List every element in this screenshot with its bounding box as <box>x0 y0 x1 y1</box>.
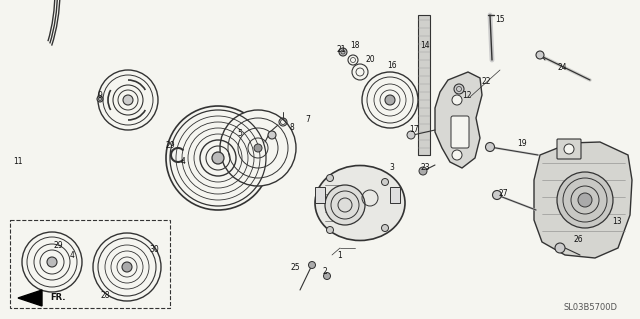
Circle shape <box>352 64 368 80</box>
Text: 3: 3 <box>390 164 394 173</box>
Bar <box>315 187 325 203</box>
Circle shape <box>323 272 330 279</box>
Circle shape <box>536 51 544 59</box>
Circle shape <box>362 72 418 128</box>
Circle shape <box>486 143 495 152</box>
Text: SL03B5700D: SL03B5700D <box>563 303 617 313</box>
Polygon shape <box>18 290 42 306</box>
Text: 22: 22 <box>481 78 491 86</box>
Ellipse shape <box>315 166 405 241</box>
Circle shape <box>325 185 365 225</box>
Text: 29: 29 <box>165 140 175 150</box>
Circle shape <box>308 262 316 269</box>
Text: 12: 12 <box>462 91 472 100</box>
Text: 13: 13 <box>612 218 622 226</box>
Circle shape <box>326 174 333 182</box>
Circle shape <box>452 95 462 105</box>
Circle shape <box>166 106 270 210</box>
Circle shape <box>220 110 296 186</box>
Polygon shape <box>534 142 632 258</box>
Circle shape <box>93 233 161 301</box>
Circle shape <box>339 48 347 56</box>
Text: 28: 28 <box>100 292 109 300</box>
Text: 2: 2 <box>323 268 328 277</box>
Bar <box>10 220 170 308</box>
Circle shape <box>452 150 462 160</box>
Circle shape <box>493 190 502 199</box>
Circle shape <box>419 167 427 175</box>
Text: 20: 20 <box>365 56 375 64</box>
Text: 27: 27 <box>498 189 508 197</box>
Text: 17: 17 <box>409 125 419 135</box>
Text: 5: 5 <box>237 129 243 137</box>
Circle shape <box>381 225 388 232</box>
Circle shape <box>555 243 565 253</box>
Circle shape <box>123 95 133 105</box>
Bar <box>390 187 400 203</box>
Circle shape <box>454 84 464 94</box>
Circle shape <box>98 70 158 130</box>
Text: 29: 29 <box>53 241 63 250</box>
Text: 7: 7 <box>305 115 310 124</box>
Text: 8: 8 <box>290 123 294 132</box>
Text: 9: 9 <box>97 92 102 100</box>
Text: 18: 18 <box>350 41 360 49</box>
Text: 14: 14 <box>420 41 430 49</box>
Text: 23: 23 <box>420 164 430 173</box>
Circle shape <box>564 144 574 154</box>
Circle shape <box>578 193 592 207</box>
Text: 21: 21 <box>336 46 346 55</box>
Text: FR.: FR. <box>50 293 65 302</box>
Text: 15: 15 <box>495 16 505 25</box>
Text: 4: 4 <box>180 158 186 167</box>
Text: 4: 4 <box>70 251 74 261</box>
Text: 16: 16 <box>387 61 397 70</box>
Polygon shape <box>418 15 430 155</box>
Text: 24: 24 <box>557 63 567 71</box>
Circle shape <box>97 96 103 102</box>
Circle shape <box>326 226 333 234</box>
Circle shape <box>47 257 57 267</box>
Circle shape <box>557 172 613 228</box>
Circle shape <box>22 232 82 292</box>
Polygon shape <box>435 72 482 168</box>
Circle shape <box>268 131 276 139</box>
Circle shape <box>122 262 132 272</box>
Circle shape <box>381 179 388 186</box>
Circle shape <box>385 95 395 105</box>
Text: 19: 19 <box>517 138 527 147</box>
Text: 11: 11 <box>13 158 23 167</box>
Text: 1: 1 <box>338 250 342 259</box>
Text: 25: 25 <box>290 263 300 272</box>
Text: 30: 30 <box>149 244 159 254</box>
Circle shape <box>212 152 224 164</box>
FancyBboxPatch shape <box>451 116 469 148</box>
Circle shape <box>254 144 262 152</box>
Text: 26: 26 <box>573 235 583 244</box>
Circle shape <box>407 131 415 139</box>
FancyBboxPatch shape <box>557 139 581 159</box>
